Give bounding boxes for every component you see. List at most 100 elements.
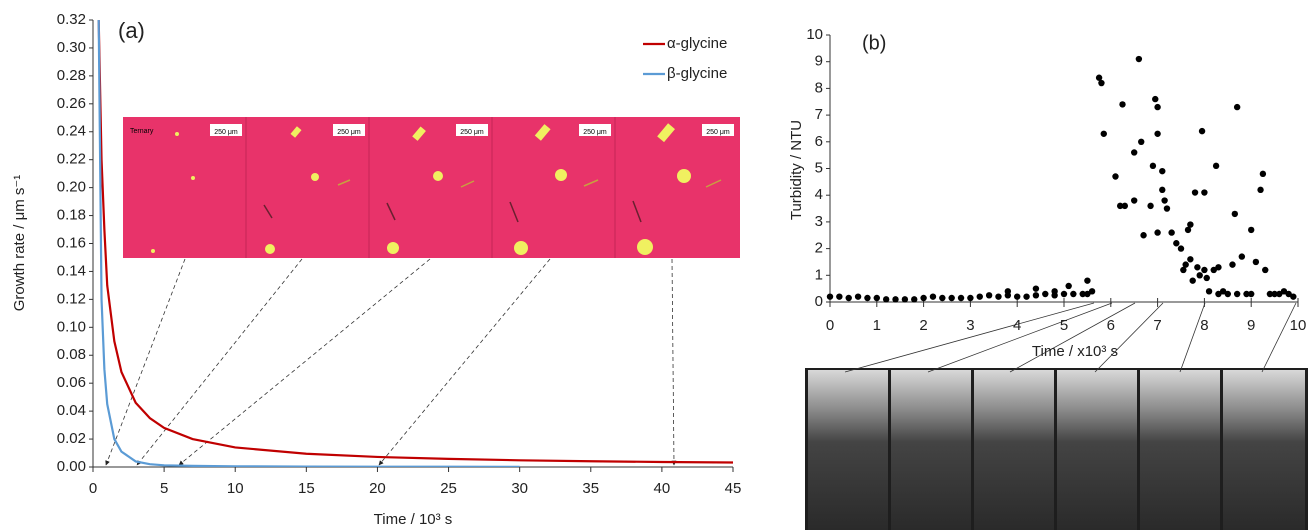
plot-lines bbox=[97, 20, 733, 467]
y-tick-label: 0.28 bbox=[57, 67, 86, 84]
scatter-point bbox=[1100, 130, 1107, 137]
scatter-point bbox=[1248, 226, 1255, 234]
x-tick-label: 40 bbox=[654, 480, 671, 497]
scatter-point bbox=[1191, 189, 1199, 196]
legend-label: β-glycine bbox=[667, 65, 727, 82]
x-tick-label: 35 bbox=[582, 480, 599, 497]
y-tick-label: 0.06 bbox=[57, 374, 86, 391]
scatter-point bbox=[1196, 272, 1203, 279]
x-tick-label: 0 bbox=[826, 317, 834, 334]
scale-bar-label: 250 μm bbox=[460, 129, 484, 136]
scatter-point bbox=[1180, 266, 1187, 274]
y-tick-label: 0.00 bbox=[57, 458, 86, 475]
scatter-point bbox=[1187, 256, 1194, 263]
scatter-point bbox=[845, 294, 852, 302]
scatter-point bbox=[1147, 202, 1154, 210]
scatter-point bbox=[1173, 240, 1180, 247]
scatter-point bbox=[892, 296, 899, 303]
scatter-point bbox=[901, 296, 909, 303]
scatter-point bbox=[1231, 210, 1239, 218]
legend-label: α-glycine bbox=[667, 35, 727, 52]
scatter-point bbox=[1219, 288, 1227, 295]
y-tick-label: 4 bbox=[815, 186, 823, 203]
scatter-point bbox=[1084, 277, 1091, 284]
scatter-point bbox=[1182, 261, 1189, 268]
scatter-point bbox=[1212, 162, 1220, 170]
y-tick-label: 6 bbox=[815, 133, 823, 150]
y-tick-label: 5 bbox=[815, 159, 823, 176]
scatter-point bbox=[1215, 264, 1222, 271]
series-line bbox=[97, 20, 733, 464]
x-tick-label: 9 bbox=[1247, 317, 1255, 334]
scatter-point bbox=[1184, 226, 1192, 234]
chart-title: (b) bbox=[862, 32, 886, 54]
scatter-point bbox=[1023, 293, 1030, 300]
scatter-point bbox=[1051, 288, 1058, 295]
x-tick-label: 5 bbox=[160, 480, 168, 497]
x-tick-label: 30 bbox=[511, 480, 528, 497]
scatter-point bbox=[1042, 290, 1049, 298]
scatter-point bbox=[920, 294, 927, 302]
vial-photos bbox=[805, 368, 1308, 530]
scatter-point bbox=[1060, 290, 1068, 298]
y-tick-label: 0 bbox=[815, 293, 823, 310]
scatter-point bbox=[1168, 229, 1175, 236]
x-tick-label: 2 bbox=[919, 317, 927, 334]
scatter-point bbox=[1285, 290, 1292, 298]
scatter-point bbox=[1161, 197, 1168, 204]
x-tick-label: 45 bbox=[725, 480, 742, 497]
scatter-point bbox=[1203, 274, 1210, 282]
scatter-point bbox=[1271, 290, 1278, 298]
scatter-point bbox=[1163, 205, 1171, 212]
scatter-point bbox=[1116, 202, 1124, 210]
scatter-point bbox=[1233, 103, 1241, 111]
x-tick-label: 4 bbox=[1013, 317, 1021, 334]
x-tick-label: 6 bbox=[1107, 317, 1115, 334]
scatter-point bbox=[1140, 232, 1147, 239]
y-axis-label: Turbidity / NTU bbox=[788, 120, 805, 220]
y-tick-label: 10 bbox=[806, 26, 823, 43]
scatter-point bbox=[1205, 288, 1213, 295]
y-tick-label: 0.02 bbox=[57, 430, 86, 447]
scatter-point bbox=[1004, 288, 1012, 295]
scatter-point bbox=[985, 292, 993, 299]
y-tick-label: 8 bbox=[815, 79, 823, 96]
scatter-point bbox=[1243, 290, 1250, 298]
inset-label: Ternary bbox=[130, 128, 154, 135]
scatter-point bbox=[1070, 290, 1077, 298]
scatter-point bbox=[1215, 290, 1222, 298]
scatter-point bbox=[1177, 245, 1185, 252]
scatter-point bbox=[1152, 95, 1159, 103]
y-tick-label: 0.22 bbox=[57, 151, 86, 168]
scatter-point bbox=[995, 293, 1002, 300]
scatter-point bbox=[1233, 290, 1241, 298]
y-tick-label: 0.04 bbox=[57, 402, 86, 419]
scatter-point bbox=[1032, 285, 1040, 292]
scatter-point bbox=[939, 294, 946, 302]
y-tick-label: 0.10 bbox=[57, 318, 86, 335]
y-tick-label: 1 bbox=[815, 266, 823, 283]
x-tick-label: 5 bbox=[1060, 317, 1068, 334]
scatter-point bbox=[1154, 130, 1161, 137]
y-tick-label: 0.12 bbox=[57, 290, 86, 307]
x-tick-label: 10 bbox=[1290, 317, 1307, 334]
scatter-point bbox=[1252, 258, 1260, 266]
scatter-point bbox=[1257, 186, 1264, 194]
scatter-point bbox=[957, 294, 965, 302]
scatter-point bbox=[854, 293, 862, 300]
scatter-point bbox=[1276, 290, 1283, 298]
scatter-point bbox=[1198, 127, 1206, 135]
scatter-point bbox=[967, 294, 974, 302]
scatter-point bbox=[826, 293, 834, 300]
y-tick-label: 0.24 bbox=[57, 123, 86, 140]
scale-bar-label: 250 μm bbox=[583, 129, 607, 136]
scatter-point bbox=[1098, 79, 1105, 87]
y-tick-label: 3 bbox=[815, 213, 823, 230]
scatter-point bbox=[1065, 282, 1072, 290]
x-axis-label: Time / x10³ s bbox=[1032, 343, 1118, 360]
scatter-point bbox=[976, 293, 983, 300]
scatter-point bbox=[1112, 173, 1119, 180]
scatter-point bbox=[882, 296, 890, 303]
inset-arrows bbox=[105, 258, 677, 466]
